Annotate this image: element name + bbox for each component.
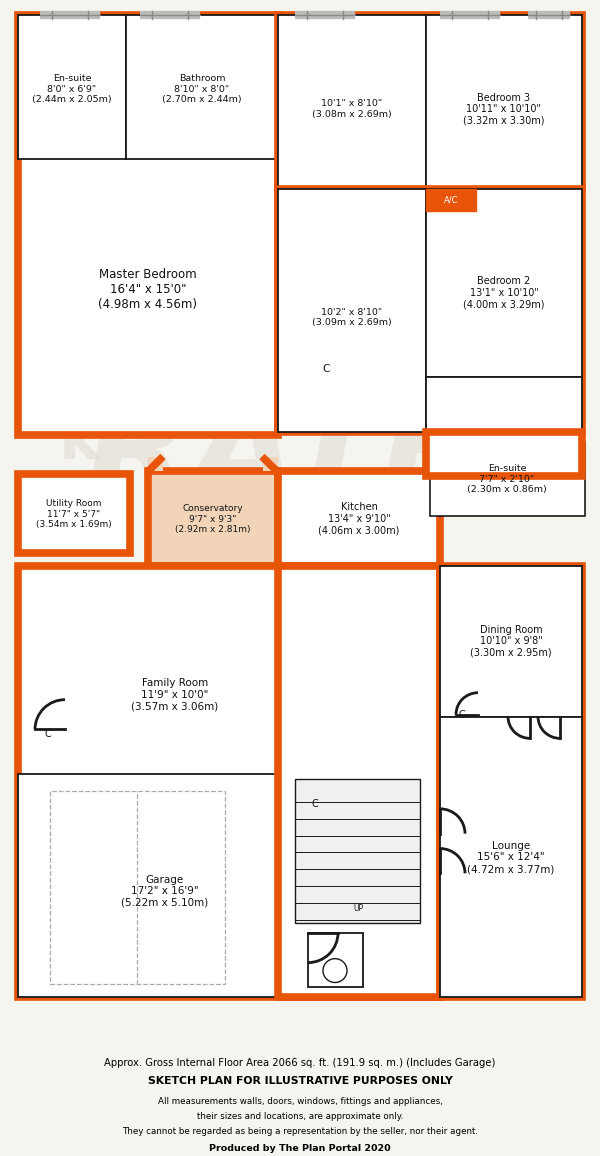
Bar [18, 474, 130, 553]
Text: C: C [458, 710, 466, 719]
Bar [148, 472, 278, 565]
Bar [426, 188, 582, 377]
Text: Approx. Gross Internal Floor Area 2066 sq. ft. (191.9 sq. m.) (Includes Garage): Approx. Gross Internal Floor Area 2066 s… [104, 1058, 496, 1068]
Bar [278, 188, 426, 431]
Bar [50, 791, 225, 985]
Bar [18, 565, 440, 998]
Text: Bedroom 2
13'1" x 10'10"
(4.00m x 3.29m): Bedroom 2 13'1" x 10'10" (4.00m x 3.29m) [463, 276, 545, 310]
Circle shape [323, 958, 347, 983]
Bar [18, 775, 313, 998]
Bar [440, 565, 582, 717]
Bar [278, 15, 582, 188]
Text: C: C [322, 364, 329, 375]
Text: Conservatory
9'7" x 9'3"
(2.92m x 2.81m): Conservatory 9'7" x 9'3" (2.92m x 2.81m) [175, 504, 251, 534]
Bar [278, 472, 440, 565]
Text: Utility Room
11'7" x 5'7"
(3.54m x 1.69m): Utility Room 11'7" x 5'7" (3.54m x 1.69m… [36, 499, 112, 529]
Text: Lounge
15'6" x 12'4"
(4.72m x 3.77m): Lounge 15'6" x 12'4" (4.72m x 3.77m) [467, 840, 554, 874]
Text: SKETCH PLAN FOR ILLUSTRATIVE PURPOSES ONLY: SKETCH PLAN FOR ILLUSTRATIVE PURPOSES ON… [148, 1076, 452, 1087]
Bar [295, 779, 420, 922]
Bar [263, 457, 278, 472]
Bar [430, 442, 585, 516]
Text: Bathroom
8'10" x 8'0"
(2.70m x 2.44m): Bathroom 8'10" x 8'0" (2.70m x 2.44m) [162, 74, 242, 104]
Bar [426, 431, 582, 476]
Text: 10'2" x 8'10"
(3.09m x 2.69m): 10'2" x 8'10" (3.09m x 2.69m) [312, 307, 392, 327]
Bar [308, 933, 363, 987]
Text: UP: UP [353, 904, 363, 912]
Bar [278, 565, 440, 998]
Text: Bedroom 3
10'11" x 10'10"
(3.32m x 3.30m): Bedroom 3 10'11" x 10'10" (3.32m x 3.30m… [463, 92, 545, 126]
Bar [278, 188, 582, 431]
Bar [440, 565, 582, 998]
Text: 10'1" x 8'10"
(3.08m x 2.69m): 10'1" x 8'10" (3.08m x 2.69m) [312, 99, 392, 119]
Text: Produced by The Plan Portal 2020: Produced by The Plan Portal 2020 [209, 1143, 391, 1153]
Text: En-suite
8'0" x 6'9"
(2.44m x 2.05m): En-suite 8'0" x 6'9" (2.44m x 2.05m) [32, 74, 112, 104]
Bar [440, 717, 582, 998]
Text: Family Room
11'9" x 10'0"
(3.57m x 3.06m): Family Room 11'9" x 10'0" (3.57m x 3.06m… [131, 679, 218, 711]
Text: Kitchen
13'4" x 9'10"
(4.06m x 3.00m): Kitchen 13'4" x 9'10" (4.06m x 3.00m) [319, 503, 400, 535]
Text: their sizes and locations, are approximate only.: their sizes and locations, are approxima… [197, 1112, 403, 1121]
Text: A/C: A/C [444, 197, 458, 205]
Text: Master Bedroom
16'4" x 15'0"
(4.98m x 4.56m): Master Bedroom 16'4" x 15'0" (4.98m x 4.… [98, 268, 197, 311]
Text: C: C [311, 799, 319, 809]
Text: All measurements walls, doors, windows, fittings and appliances,: All measurements walls, doors, windows, … [158, 1097, 442, 1105]
Text: RATH: RATH [84, 390, 496, 524]
Text: Garage
17'2" x 16'9"
(5.22m x 5.10m): Garage 17'2" x 16'9" (5.22m x 5.10m) [121, 875, 209, 907]
Bar [18, 15, 126, 158]
Text: k: k [59, 412, 101, 472]
Bar [148, 457, 163, 472]
Bar [426, 15, 582, 188]
Text: En-suite
7'7" x 2'10"
(2.30m x 0.86m): En-suite 7'7" x 2'10" (2.30m x 0.86m) [467, 465, 547, 495]
Bar [126, 15, 278, 158]
Text: They cannot be regarded as being a representation by the seller, nor their agent: They cannot be regarded as being a repre… [122, 1127, 478, 1136]
Bar [426, 377, 582, 476]
Bar [18, 15, 278, 435]
Bar [426, 188, 476, 212]
Bar [278, 15, 426, 188]
Text: C: C [44, 729, 52, 740]
Text: Dining Room
10'10" x 9'8"
(3.30m x 2.95m): Dining Room 10'10" x 9'8" (3.30m x 2.95m… [470, 624, 552, 658]
